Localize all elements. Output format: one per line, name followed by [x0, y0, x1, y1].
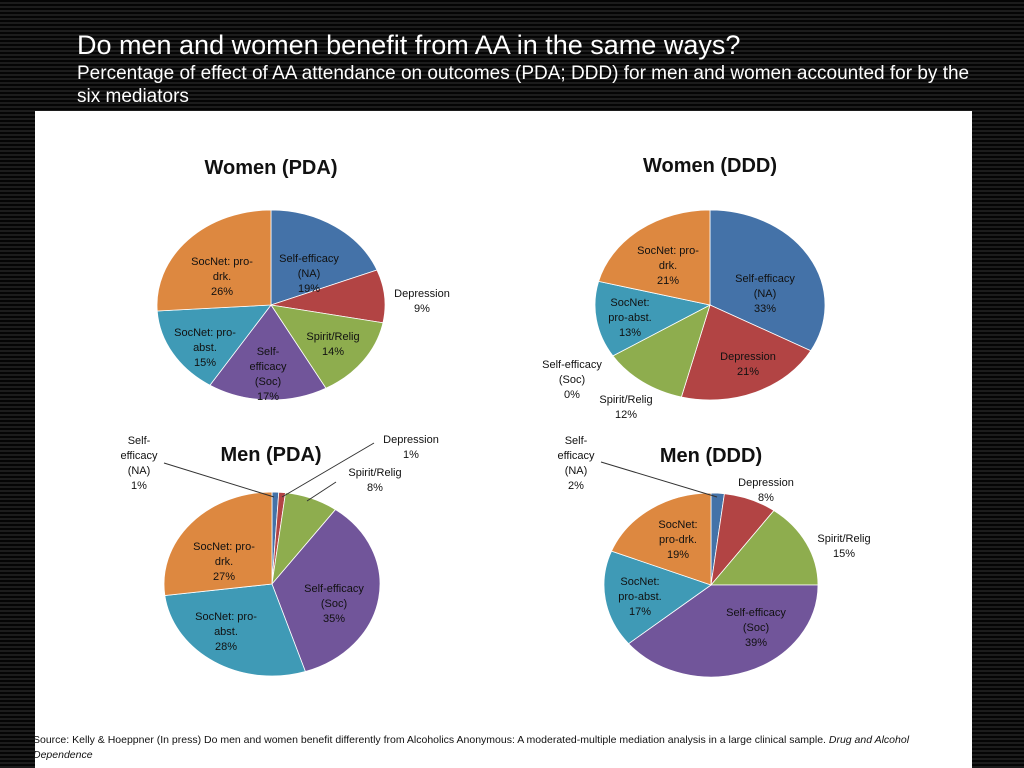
slice-label: Spirit/Relig 15%: [817, 533, 870, 560]
pie-slice: [156, 304, 272, 386]
pie-slice: [610, 492, 712, 586]
pie-slice: [680, 304, 812, 401]
chart-title: Women (PDA): [205, 157, 338, 179]
pie-slice: [612, 304, 711, 398]
pie-chart-1: Women (PDA) Self-efficacy (NA) 19% Depressio…: [156, 157, 450, 403]
slice-label: Self-efficacy (Soc) 39%: [726, 607, 786, 649]
pie-slice: [627, 584, 819, 678]
leader-line: [306, 481, 337, 502]
slice-label: SocNet: pro-drk. 26%: [191, 256, 253, 298]
pie-slice: [270, 304, 384, 389]
pie-slice: [270, 209, 378, 306]
slide-subtitle: Percentage of effect of AA attendance on…: [77, 63, 970, 107]
slice-label: Depression 9%: [394, 288, 450, 315]
chart-title: Women (DDD): [643, 155, 777, 177]
slice-label: SocNet: pro-drk. 21%: [637, 245, 699, 287]
slice-label: Spirit/Relig 8%: [348, 467, 401, 494]
pie-slice: [271, 509, 381, 672]
slide-title: Do men and women benefit from AA in the …: [77, 30, 741, 60]
leader-line: [600, 461, 718, 498]
chart-panel: [35, 111, 972, 768]
pie-slice: [598, 209, 711, 306]
leader-line: [281, 442, 375, 498]
slide-header: Do men and women benefit from AA in the …: [77, 30, 997, 108]
slice-label: Self-efficacy (NA) 2%: [557, 435, 595, 492]
source-text: Source: Kelly & Hoeppner (In press) Do m…: [33, 734, 829, 746]
pie-chart-4: Men (DDD) Self-efficacy (NA) 2% Depression 8%…: [557, 435, 871, 678]
slice-label: SocNet: pro-abst. 17%: [618, 576, 661, 618]
slice-label: Self-efficacy (NA) 19%: [279, 253, 339, 295]
slice-label: Depression 21%: [720, 351, 776, 378]
slice-label: Depression 8%: [738, 477, 794, 504]
slice-label: Self-efficacy (Soc) 35%: [304, 583, 364, 625]
slice-label: SocNet: pro-drk. 19%: [658, 519, 697, 561]
pie-slice: [156, 209, 272, 312]
source-citation: Source: Kelly & Hoeppner (In press) Do m…: [33, 733, 963, 763]
pie-slice: [163, 491, 273, 596]
slice-label: Self-efficacy (NA) 33%: [735, 273, 795, 315]
source-journal: Drug and Alcohol Dependence: [33, 734, 910, 761]
pie-chart-2: Women (DDD) Self-efficacy (NA) 33% Depressio…: [542, 155, 826, 421]
pie-slice: [710, 510, 819, 586]
pie-slice: [603, 550, 712, 645]
slice-label: Self-efficacy (Soc) 0%: [542, 359, 602, 401]
slice-label: SocNet: pro-abst. 15%: [174, 327, 236, 369]
pie-slice: [709, 209, 826, 352]
leader-line: [163, 462, 275, 498]
slice-label: SocNet: pro-drk. 27%: [193, 541, 255, 583]
pie-slice: [209, 304, 327, 401]
pie-slice: [594, 280, 712, 357]
slice-label: Spirit/Relig 12%: [599, 394, 652, 421]
slice-label: Self-efficacy (Soc) 17%: [249, 346, 287, 403]
slice-label: Self-efficacy (NA) 1%: [120, 435, 158, 492]
slice-label: SocNet: pro-abst. 13%: [608, 297, 651, 339]
slice-label: Depression 1%: [383, 434, 439, 461]
pie-chart-3: Men (PDA) Self-efficacy (NA) 1% Depression 1%…: [120, 434, 439, 677]
chart-title: Men (DDD): [660, 445, 762, 467]
slice-label: SocNet: pro-abst. 28%: [195, 611, 257, 653]
chart-title: Men (PDA): [220, 444, 321, 466]
slice-label: Spirit/Relig 14%: [306, 331, 359, 358]
pie-slice: [164, 583, 306, 677]
